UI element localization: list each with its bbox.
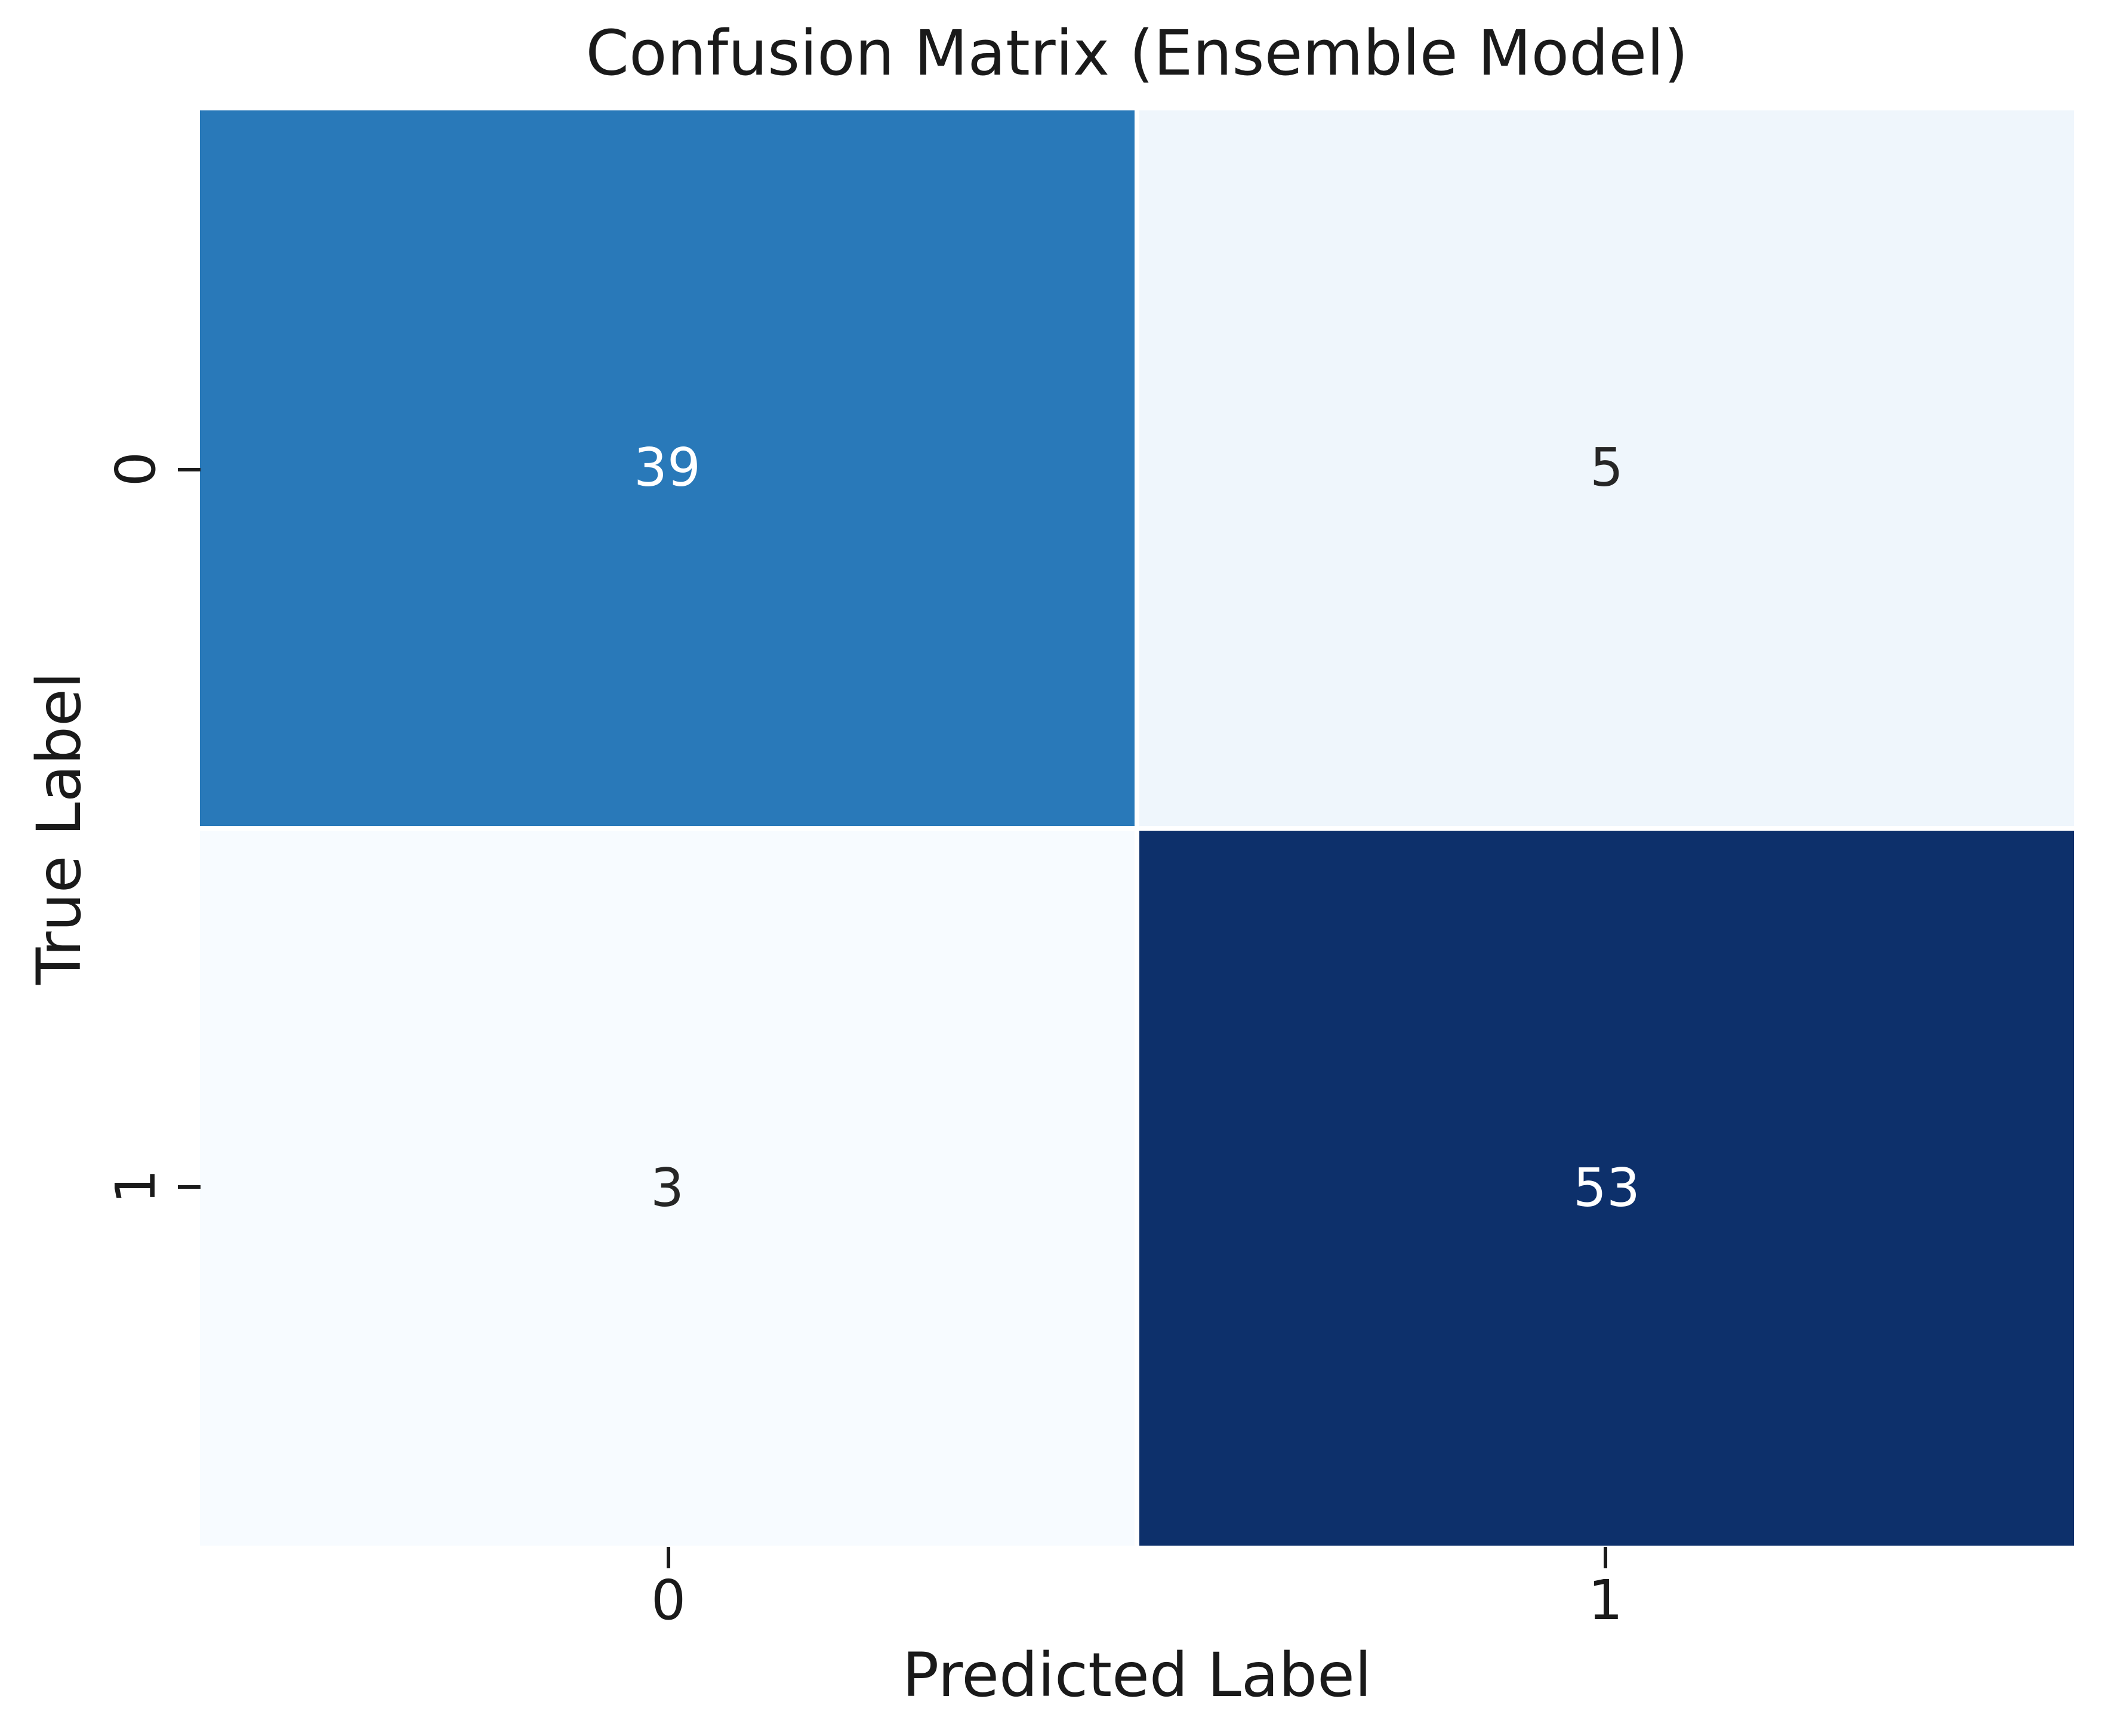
- y-axis-tick-mark-0: [178, 468, 201, 471]
- cell-value-true1-pred1: 53: [1573, 1157, 1640, 1219]
- heatmap-cell-true0-pred0: 39: [200, 110, 1135, 826]
- heatmap-cell-true1-pred0: 3: [200, 830, 1135, 1546]
- heatmap-grid: 39 5 3 53: [200, 110, 2074, 1546]
- cell-value-true0-pred1: 5: [1590, 437, 1623, 499]
- cell-value-true0-pred0: 39: [634, 437, 701, 499]
- x-axis-title: Predicted Label: [902, 1640, 1372, 1711]
- heatmap-cell-true0-pred1: 5: [1139, 110, 2074, 826]
- x-axis-tick-label-1: 1: [1588, 1568, 1623, 1632]
- heatmap-cell-true1-pred1: 53: [1139, 830, 2074, 1546]
- cell-value-true1-pred0: 3: [651, 1157, 684, 1219]
- y-axis-tick-mark-1: [178, 1185, 201, 1189]
- y-axis-tick-label-0: 0: [104, 451, 168, 487]
- y-axis-tick-label-1: 1: [104, 1168, 168, 1204]
- x-axis-tick-mark-0: [667, 1547, 670, 1568]
- chart-title: Confusion Matrix (Ensemble Model): [585, 17, 1688, 90]
- x-axis-tick-mark-1: [1604, 1547, 1607, 1568]
- y-axis-title: True Label: [24, 671, 95, 985]
- x-axis-tick-label-0: 0: [651, 1568, 686, 1632]
